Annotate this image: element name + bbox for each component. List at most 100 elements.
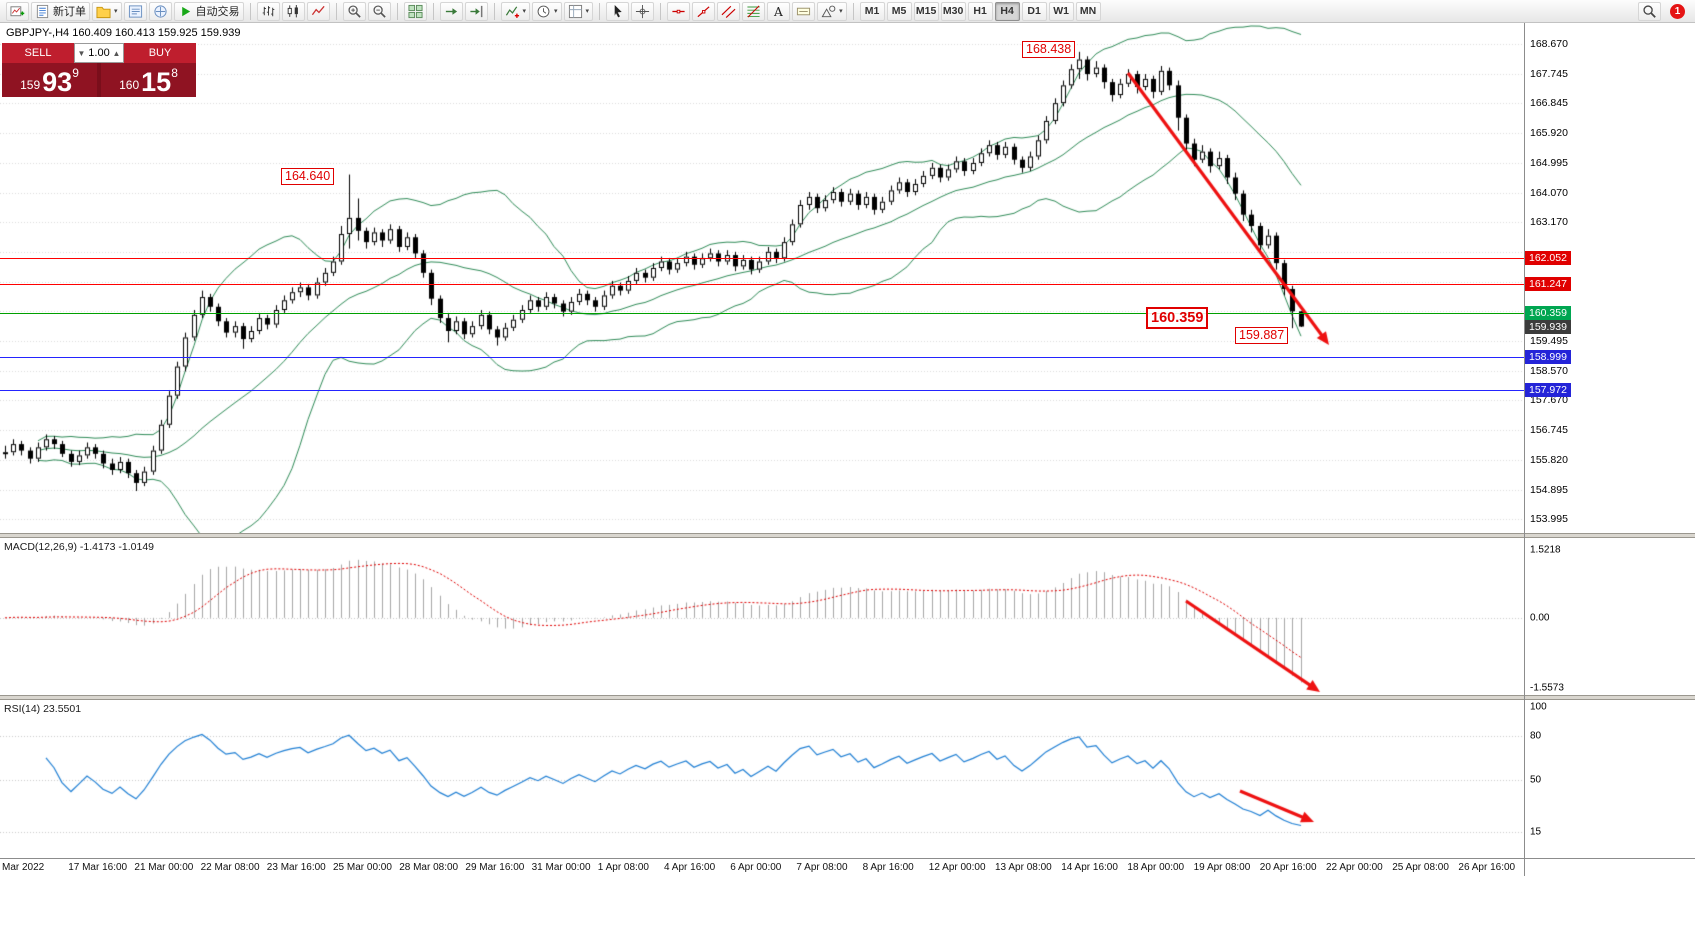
toolbar-separator <box>432 2 434 20</box>
main-chart-canvas[interactable] <box>0 23 1524 533</box>
price-annotation[interactable]: 159.887 <box>1235 327 1289 344</box>
notification-badge[interactable]: 1 <box>1670 3 1685 19</box>
toolbar-separator <box>249 2 251 20</box>
text-tool-button[interactable]: A <box>767 1 791 21</box>
price-axis-label: 158.570 <box>1530 364 1568 377</box>
indicator-axis-label: 100 <box>1530 701 1547 713</box>
buy-price-big: 15 <box>141 67 172 97</box>
trendline-tool-button[interactable] <box>692 1 716 21</box>
timeframe-m1-button[interactable]: M1 <box>859 1 885 21</box>
sell-button[interactable]: SELL <box>2 43 74 63</box>
volume-increase-icon[interactable]: ▲ <box>112 48 121 58</box>
price-annotation[interactable]: 164.640 <box>281 168 335 185</box>
panel-separator-rsi[interactable] <box>0 695 1695 700</box>
timeframe-m30-button[interactable]: M30 <box>940 1 966 21</box>
time-axis-label: 21 Mar 00:00 <box>134 862 194 873</box>
time-axis-label: 4 Apr 16:00 <box>664 862 716 873</box>
templates-button[interactable]: ▾ <box>563 1 594 21</box>
price-axis-badge: 162.052 <box>1525 251 1571 266</box>
price-annotation[interactable]: 168.438 <box>1022 41 1076 58</box>
new-chart-button[interactable] <box>6 1 29 21</box>
new-order-button[interactable]: 新订单 <box>31 1 90 21</box>
time-axis-label: 14 Apr 16:00 <box>1061 862 1118 873</box>
price-axis-label: 165.920 <box>1530 127 1568 140</box>
shapes-tool-button[interactable]: ▾ <box>817 1 847 21</box>
price-axis-badge: 161.247 <box>1525 277 1571 292</box>
one-click-trade-panel: SELL ▼ 1.00 ▲ BUY 159 93 9 160 15 8 <box>2 43 196 97</box>
toolbar-separator <box>660 2 662 20</box>
toolbar-separator <box>852 2 854 20</box>
time-axis-label: 12 Apr 00:00 <box>928 862 986 873</box>
sell-price[interactable]: 159 93 9 <box>2 63 97 97</box>
bars-view-button[interactable] <box>256 1 280 21</box>
time-axis-label: 31 Mar 00:00 <box>531 862 591 873</box>
timeframe-h4-button[interactable]: H4 <box>994 1 1020 21</box>
svg-text:A: A <box>773 5 783 19</box>
horizontal-level-line[interactable] <box>0 313 1524 314</box>
price-axis-badge: 160.359 <box>1525 305 1571 320</box>
macd-panel-canvas[interactable] <box>0 538 1524 695</box>
label-tool-button[interactable] <box>792 1 816 21</box>
indicator-axis-label: 0.00 <box>1530 612 1550 624</box>
indicator-axis-label: 80 <box>1530 730 1542 742</box>
timeframe-h1-button[interactable]: H1 <box>967 1 993 21</box>
price-axis-label: 154.895 <box>1530 483 1568 496</box>
time-axis-label: 22 Apr 00:00 <box>1326 862 1383 873</box>
timeframe-m5-button[interactable]: M5 <box>886 1 912 21</box>
horizontal-line-tool-button[interactable] <box>667 1 691 21</box>
zoom-out-button[interactable] <box>367 1 391 21</box>
volume-decrease-icon[interactable]: ▼ <box>77 48 86 58</box>
time-axis-label: 26 Apr 16:00 <box>1458 862 1516 873</box>
panel-separator-macd[interactable] <box>0 533 1695 538</box>
navigator-button[interactable] <box>148 1 172 21</box>
timeframe-m15-button[interactable]: M15 <box>913 1 939 21</box>
profiles-button[interactable]: ▾ <box>92 1 122 21</box>
price-axis-badge: 159.939 <box>1525 319 1571 334</box>
zoom-in-button[interactable] <box>342 1 366 21</box>
rsi-panel-canvas[interactable] <box>0 700 1524 858</box>
price-axis-label: 163.170 <box>1530 216 1568 229</box>
price-annotation[interactable]: 160.359 <box>1146 307 1209 329</box>
indicator-axis-label: 50 <box>1530 774 1542 786</box>
buy-button[interactable]: BUY <box>124 43 196 63</box>
crosshair-tool-button[interactable] <box>631 1 655 21</box>
time-axis-label: 22 Mar 08:00 <box>200 862 260 873</box>
buy-price[interactable]: 160 15 8 <box>101 63 196 97</box>
spread-gap <box>97 63 101 97</box>
toolbar-separator <box>493 2 495 20</box>
candles-view-button[interactable] <box>281 1 305 21</box>
fibonacci-tool-button[interactable] <box>742 1 766 21</box>
timeframe-w1-button[interactable]: W1 <box>1048 1 1074 21</box>
toolbar-separator <box>396 2 398 20</box>
channel-tool-button[interactable] <box>717 1 741 21</box>
periods-button[interactable]: ▾ <box>532 1 562 21</box>
cursor-tool-button[interactable] <box>606 1 630 21</box>
main-toolbar: 新订单 ▾ 自动交易 ▾ ▾ ▾ A ▾ M1 M5 M15 M30 H1 H4 D1 W1 MN 1 <box>0 0 1695 23</box>
volume-stepper[interactable]: ▼ 1.00 ▲ <box>74 43 124 63</box>
price-axis-border <box>1524 23 1525 876</box>
search-icon[interactable] <box>1638 1 1661 21</box>
tile-windows-button[interactable] <box>403 1 427 21</box>
volume-value[interactable]: 1.00 <box>88 47 110 59</box>
toolbar-separator <box>599 2 601 20</box>
market-watch-button[interactable] <box>123 1 147 21</box>
time-axis-label: 1 Apr 08:00 <box>597 862 649 873</box>
time-axis-label: 18 Apr 00:00 <box>1127 862 1185 873</box>
time-axis-label: 25 Mar 00:00 <box>333 862 392 873</box>
toolbar-buttons: 新订单 ▾ 自动交易 ▾ ▾ ▾ A ▾ M1 M5 M15 M30 H1 H4 D1 W1 MN <box>5 0 1102 23</box>
horizontal-level-line[interactable] <box>0 284 1524 285</box>
time-axis[interactable]: Mar 2022 17 Mar 16:00 21 Mar 00:00 22 Mar 0… <box>0 858 1695 876</box>
auto-scroll-button[interactable] <box>439 1 463 21</box>
chart-shift-button[interactable] <box>464 1 488 21</box>
autotrading-button[interactable]: 自动交易 <box>173 1 244 21</box>
horizontal-level-line[interactable] <box>0 357 1524 358</box>
indicators-button[interactable]: ▾ <box>500 1 531 21</box>
toolbar-separator <box>335 2 337 20</box>
price-axis-label: 167.745 <box>1530 68 1568 81</box>
sell-price-sup: 9 <box>72 66 79 80</box>
timeframe-mn-button[interactable]: MN <box>1075 1 1101 21</box>
horizontal-level-line[interactable] <box>0 390 1524 391</box>
horizontal-level-line[interactable] <box>0 258 1524 259</box>
timeframe-d1-button[interactable]: D1 <box>1021 1 1047 21</box>
line-view-button[interactable] <box>306 1 330 21</box>
